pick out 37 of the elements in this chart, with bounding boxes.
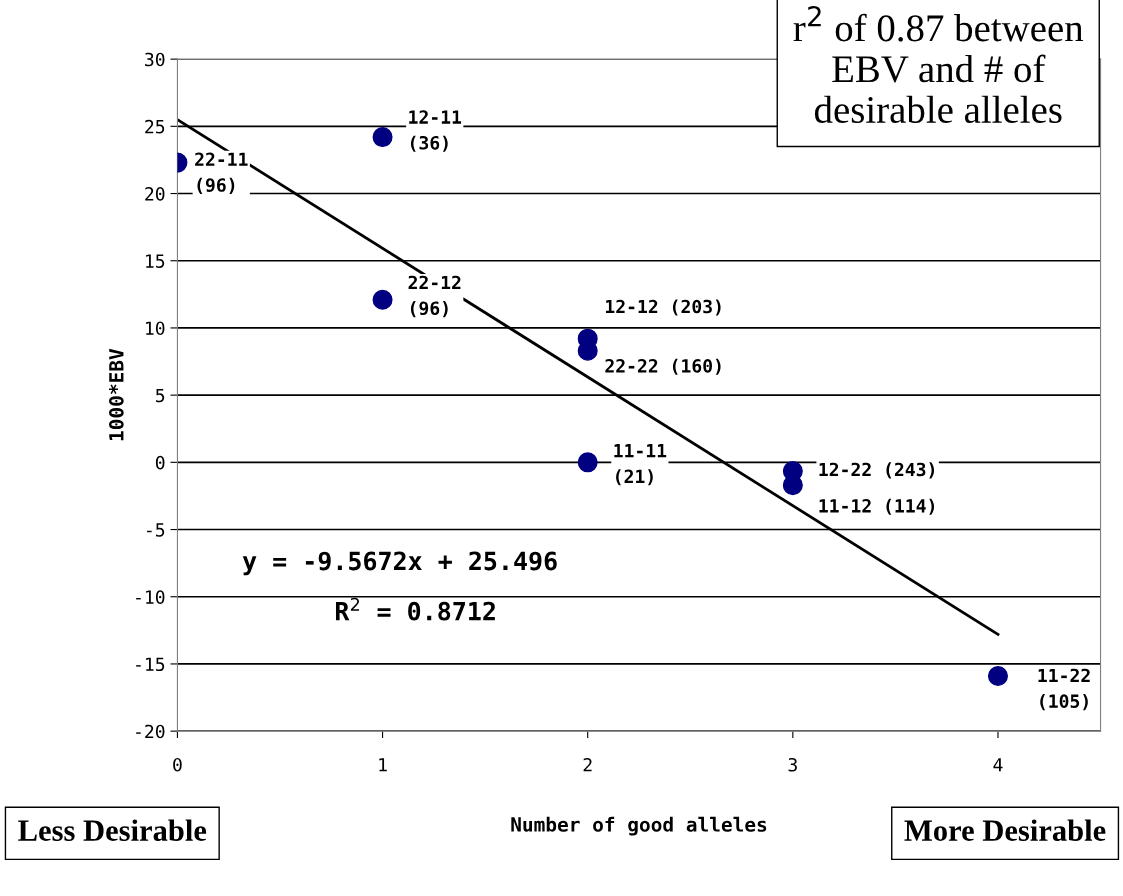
y-axis-title: 1000*EBV <box>108 348 124 441</box>
point <box>987 666 1008 687</box>
annotation: r$^{2}$ of 0.87 between EBV and # of desirable alleles <box>793 5 1084 124</box>
annotation: 11-11 (21) <box>614 444 667 486</box>
text: More Desirable <box>904 819 1106 841</box>
point <box>782 475 803 496</box>
y-tick-label: 20 <box>145 187 165 201</box>
annotation: 22-22 (160) <box>605 358 721 375</box>
y-tick-label: 0 <box>155 455 165 470</box>
x-tick-label: 3 <box>788 757 797 772</box>
annotation: 12-12 (203) <box>606 299 721 316</box>
point <box>577 452 598 473</box>
y-tick-label: 25 <box>145 119 165 134</box>
annotation: 22-11 (96) <box>195 152 248 194</box>
y-tick-label: -20 <box>136 724 165 739</box>
x-tick-label: 2 <box>583 757 592 772</box>
x-tick-label: 1 <box>379 758 387 772</box>
y-tick-label: 10 <box>146 321 165 336</box>
point <box>372 127 393 148</box>
point <box>372 289 393 310</box>
annotation: y = -9.5672x + 25.496 <box>242 551 557 576</box>
x-axis-title: Number of good alleles <box>511 816 767 836</box>
annotation: 12-11 (36) <box>409 110 462 152</box>
annotation: R$^{2}$ = 0.8712 <box>335 597 495 621</box>
annotation: 11-22 (105) <box>1038 668 1090 711</box>
annotation: 12-22 (243) <box>819 462 935 479</box>
y-tick-label: 15 <box>146 254 165 268</box>
annotation: 11-12 (114) <box>819 498 935 515</box>
y-tick-label: -10 <box>136 590 165 604</box>
y-tick-label: -5 <box>147 523 165 537</box>
annotation: 22-12 (96) <box>408 275 461 318</box>
x-tick-label: 4 <box>993 758 1003 772</box>
x-tick-label: 0 <box>173 757 182 772</box>
y-tick-label: 30 <box>145 52 165 67</box>
y-tick-label: 5 <box>156 388 165 403</box>
text: Less Desirable <box>18 819 207 841</box>
y-tick-label: -15 <box>136 657 165 672</box>
